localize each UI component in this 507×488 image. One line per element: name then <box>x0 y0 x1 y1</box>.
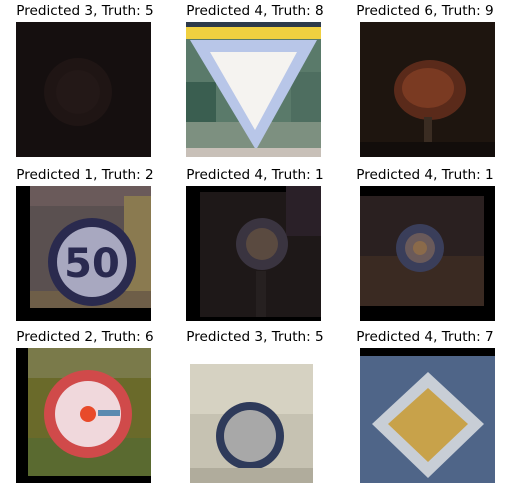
panel-4: Predicted 1, Truth: 2 50 <box>0 164 170 326</box>
panel-title: Predicted 2, Truth: 6 <box>16 329 154 345</box>
sign-number: 50 <box>64 241 120 287</box>
panel-2: Predicted 4, Truth: 8 <box>170 0 340 162</box>
panel-title: Predicted 4, Truth: 1 <box>356 167 494 183</box>
panel-title: Predicted 1, Truth: 2 <box>16 167 154 183</box>
panel-7: Predicted 2, Truth: 6 <box>0 326 170 488</box>
panel-title: Predicted 3, Truth: 5 <box>186 329 324 345</box>
sign-image-round <box>186 348 321 483</box>
sign-image-dark-round-2 <box>186 186 321 321</box>
panel-6: Predicted 4, Truth: 1 <box>340 164 507 326</box>
sign-image-dark-round-3 <box>360 186 495 321</box>
panel-8: Predicted 3, Truth: 5 <box>170 326 340 488</box>
sign-image-speed-limit: 50 <box>16 186 151 321</box>
panel-3: Predicted 6, Truth: 9 <box>340 0 507 162</box>
panel-5: Predicted 4, Truth: 1 <box>170 164 340 326</box>
panel-title: Predicted 4, Truth: 7 <box>356 329 494 345</box>
sign-image-priority-road <box>360 348 495 483</box>
panel-1: Predicted 3, Truth: 5 <box>0 0 170 162</box>
sign-image-dark-round <box>16 22 151 157</box>
sign-image-blurred-red <box>360 22 495 157</box>
panel-title: Predicted 4, Truth: 8 <box>186 3 324 19</box>
panel-9: Predicted 4, Truth: 7 <box>340 326 507 488</box>
sign-image-yield <box>186 22 321 157</box>
panel-title: Predicted 3, Truth: 5 <box>16 3 154 19</box>
panel-title: Predicted 4, Truth: 1 <box>186 167 324 183</box>
sign-image-red-ring <box>16 348 151 483</box>
panel-title: Predicted 6, Truth: 9 <box>356 3 494 19</box>
